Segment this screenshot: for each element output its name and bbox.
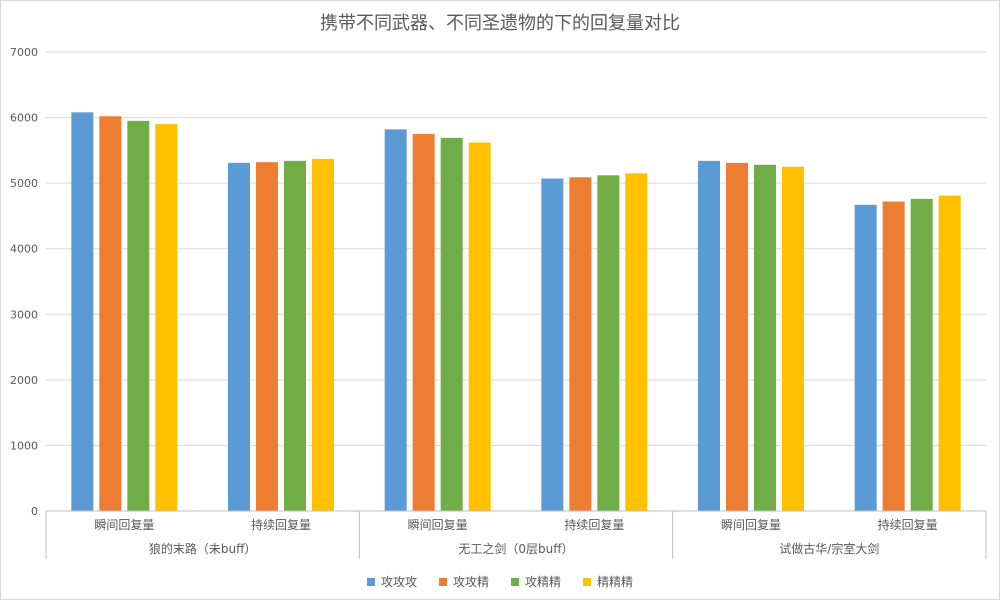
y-tick-label: 7000	[10, 46, 38, 59]
bar	[412, 133, 435, 511]
x-tick-label: 持续回复量	[878, 517, 938, 532]
bar	[625, 173, 648, 512]
group-label: 狼的末路（未buff）	[149, 541, 257, 556]
bar	[127, 120, 150, 511]
chart-title: 携带不同武器、不同圣遗物的下的回复量对比	[320, 13, 680, 34]
legend-label: 攻精精	[525, 575, 562, 589]
legend-swatch	[438, 577, 447, 586]
bar	[384, 129, 407, 512]
y-tick-label: 2000	[10, 374, 38, 387]
bar	[228, 162, 250, 511]
legend-label: 攻攻攻	[380, 575, 417, 589]
legend-label: 精精精	[597, 575, 634, 589]
bar	[541, 178, 564, 511]
bar	[882, 201, 905, 511]
bar	[155, 124, 178, 511]
bar	[854, 204, 877, 511]
legend-item: 攻精精	[511, 573, 561, 590]
x-tick-label: 瞬间回复量	[408, 518, 468, 532]
bar	[284, 160, 306, 511]
legend-item: 攻攻攻	[366, 573, 417, 590]
bar	[99, 116, 122, 511]
legend-swatch	[511, 577, 519, 586]
x-tick-label: 持续回复量	[251, 517, 311, 532]
x-tick-label: 持续回复量	[564, 517, 624, 532]
bar	[256, 162, 278, 511]
legend-swatch	[583, 577, 592, 586]
bar	[569, 177, 592, 511]
y-tick-label: 1000	[10, 439, 38, 452]
y-tick-label: 6000	[10, 112, 38, 125]
y-tick-label: 0	[31, 505, 38, 518]
legend-item: 攻攻精	[438, 573, 489, 590]
x-tick-label: 瞬间回复量	[721, 518, 781, 532]
y-tick-label: 5000	[10, 177, 38, 190]
bar	[597, 175, 620, 511]
bar	[938, 195, 961, 511]
bar	[782, 166, 804, 511]
bar	[910, 198, 933, 511]
group-label: 试做古华/宗室大剑	[779, 541, 879, 556]
bar	[698, 160, 720, 511]
bar	[440, 137, 463, 512]
y-tick-label: 3000	[10, 308, 38, 321]
group-label: 无工之剑（0层buff）	[458, 541, 573, 556]
bar	[754, 164, 776, 512]
bar	[726, 162, 748, 511]
legend-swatch	[366, 577, 375, 586]
bar	[312, 158, 334, 512]
legend-label: 攻攻精	[452, 575, 489, 589]
x-tick-label: 瞬间回复量	[94, 518, 154, 532]
legend-item: 精精精	[583, 573, 633, 590]
bar	[71, 112, 94, 511]
bar	[468, 142, 491, 511]
y-tick-label: 4000	[10, 243, 38, 256]
legend: 攻攻攻 攻攻精 攻精精 精精精	[1, 573, 999, 590]
